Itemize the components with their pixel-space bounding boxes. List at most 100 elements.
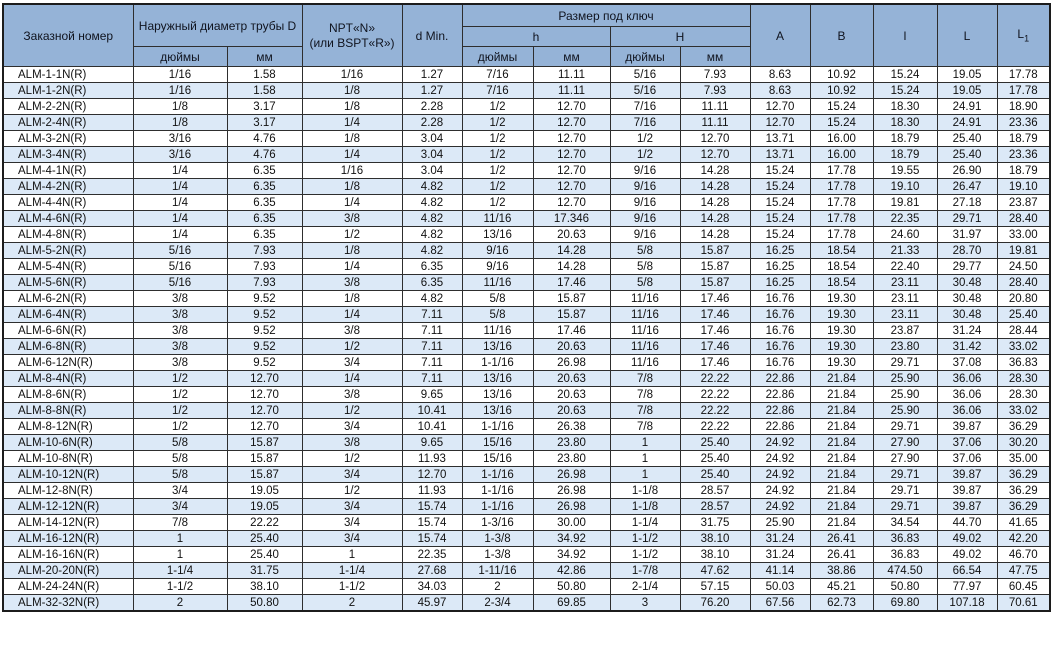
cell-order_number: ALM-3-2N(R)	[2, 130, 134, 147]
cell-d_inches: 3/8	[132, 322, 228, 339]
cell-A: 16.76	[749, 354, 811, 371]
cell-H_mm: 14.28	[679, 178, 751, 195]
cell-d_min: 9.65	[401, 386, 463, 403]
cell-B: 21.84	[809, 466, 874, 483]
cell-L: 29.77	[936, 258, 998, 275]
cell-d_min: 2.28	[401, 98, 463, 115]
cell-h_inches: 11/16	[461, 210, 534, 227]
cell-npt: 1/8	[301, 178, 403, 195]
table-row: ALM-8-6N(R) 1/2 12.70 3/8 9.65 13/16 20.63 7/8 2…	[2, 386, 1051, 403]
cell-L1: 42.20	[996, 530, 1051, 547]
cell-L: 26.47	[936, 178, 998, 195]
cell-h_mm: 20.63	[532, 370, 611, 387]
cell-d_inches: 3/16	[132, 130, 228, 147]
cell-H_inches: 7/8	[609, 370, 681, 387]
cell-order_number: ALM-16-16N(R)	[2, 546, 134, 563]
cell-h_inches: 13/16	[461, 386, 534, 403]
cell-A: 12.70	[749, 98, 811, 115]
cell-L: 107.18	[936, 594, 998, 612]
cell-d_inches: 1/4	[132, 178, 228, 195]
cell-B: 62.73	[809, 594, 874, 612]
cell-H_mm: 14.28	[679, 226, 751, 243]
cell-B: 38.86	[809, 562, 874, 579]
cell-l: 18.79	[872, 146, 938, 163]
cell-npt: 3/8	[301, 434, 403, 451]
cell-A: 12.70	[749, 114, 811, 131]
cell-A: 24.92	[749, 434, 811, 451]
col-header-l: l	[872, 3, 938, 67]
cell-h_inches: 1-3/8	[461, 530, 534, 547]
cell-d_mm: 7.93	[226, 242, 303, 259]
cell-l: 29.71	[872, 354, 938, 371]
cell-d_inches: 1	[132, 546, 228, 563]
cell-h_inches: 11/16	[461, 274, 534, 291]
cell-L1: 28.30	[996, 370, 1051, 387]
col-header-order-number: Заказной номер	[2, 3, 134, 67]
table-row: ALM-8-8N(R) 1/2 12.70 1/2 10.41 13/16 20.63 7/8…	[2, 402, 1051, 419]
cell-h_inches: 13/16	[461, 338, 534, 355]
cell-H_mm: 25.40	[679, 466, 751, 483]
cell-h_inches: 11/16	[461, 322, 534, 339]
cell-h_mm: 17.46	[532, 274, 611, 291]
col-header-H: H	[609, 26, 751, 47]
cell-L1: 17.78	[996, 66, 1051, 83]
cell-L1: 35.00	[996, 450, 1051, 467]
cell-d_inches: 3/16	[132, 146, 228, 163]
cell-B: 19.30	[809, 354, 874, 371]
cell-d_mm: 3.17	[226, 98, 303, 115]
cell-h_inches: 1-11/16	[461, 562, 534, 579]
cell-h_mm: 12.70	[532, 178, 611, 195]
cell-order_number: ALM-6-6N(R)	[2, 322, 134, 339]
cell-d_inches: 1/2	[132, 370, 228, 387]
table-row: ALM-2-2N(R) 1/8 3.17 1/8 2.28 1/2 12.70 7/16 11.…	[2, 98, 1051, 115]
cell-d_min: 11.93	[401, 450, 463, 467]
cell-d_inches: 5/8	[132, 450, 228, 467]
cell-A: 15.24	[749, 226, 811, 243]
cell-npt: 1-1/4	[301, 562, 403, 579]
cell-H_mm: 17.46	[679, 322, 751, 339]
table-row: ALM-3-2N(R) 3/16 4.76 1/8 3.04 1/2 12.70 1/2 12.…	[2, 130, 1051, 147]
cell-h_inches: 1/2	[461, 146, 534, 163]
table-row: ALM-6-4N(R) 3/8 9.52 1/4 7.11 5/8 15.87 11/16 17…	[2, 306, 1051, 323]
cell-d_mm: 6.35	[226, 226, 303, 243]
cell-A: 24.92	[749, 482, 811, 499]
cell-L1: 28.44	[996, 322, 1051, 339]
cell-L: 37.08	[936, 354, 998, 371]
cell-order_number: ALM-6-8N(R)	[2, 338, 134, 355]
cell-order_number: ALM-6-2N(R)	[2, 290, 134, 307]
cell-h_mm: 15.87	[532, 306, 611, 323]
table-row: ALM-14-12N(R) 7/8 22.22 3/4 15.74 1-3/16 30.00…	[2, 514, 1051, 531]
cell-d_inches: 5/16	[132, 258, 228, 275]
cell-d_mm: 6.35	[226, 162, 303, 179]
cell-L1: 70.61	[996, 594, 1051, 612]
cell-npt: 3/4	[301, 466, 403, 483]
cell-L: 31.42	[936, 338, 998, 355]
cell-H_mm: 17.46	[679, 290, 751, 307]
subheader-H-mm: мм	[679, 46, 751, 67]
cell-npt: 1/2	[301, 482, 403, 499]
cell-d_mm: 12.70	[226, 402, 303, 419]
cell-H_mm: 14.28	[679, 162, 751, 179]
cell-H_inches: 9/16	[609, 162, 681, 179]
table-row: ALM-5-6N(R) 5/16 7.93 3/8 6.35 11/16 17.46 5/8 1…	[2, 274, 1051, 291]
cell-H_inches: 3	[609, 594, 681, 612]
cell-L: 77.97	[936, 578, 998, 595]
cell-h_mm: 20.63	[532, 402, 611, 419]
cell-A: 31.24	[749, 530, 811, 547]
cell-H_inches: 7/8	[609, 418, 681, 435]
cell-H_mm: 12.70	[679, 130, 751, 147]
cell-B: 21.84	[809, 434, 874, 451]
cell-order_number: ALM-5-6N(R)	[2, 274, 134, 291]
cell-B: 18.54	[809, 258, 874, 275]
table-row: ALM-16-12N(R) 1 25.40 3/4 15.74 1-3/8 34.92 1-1…	[2, 530, 1051, 547]
cell-d_mm: 15.87	[226, 434, 303, 451]
cell-H_inches: 11/16	[609, 338, 681, 355]
cell-A: 31.24	[749, 546, 811, 563]
cell-d_mm: 7.93	[226, 274, 303, 291]
cell-A: 15.24	[749, 210, 811, 227]
cell-d_min: 4.82	[401, 210, 463, 227]
cell-d_min: 10.41	[401, 418, 463, 435]
cell-L1: 41.65	[996, 514, 1051, 531]
cell-B: 21.84	[809, 482, 874, 499]
cell-A: 50.03	[749, 578, 811, 595]
